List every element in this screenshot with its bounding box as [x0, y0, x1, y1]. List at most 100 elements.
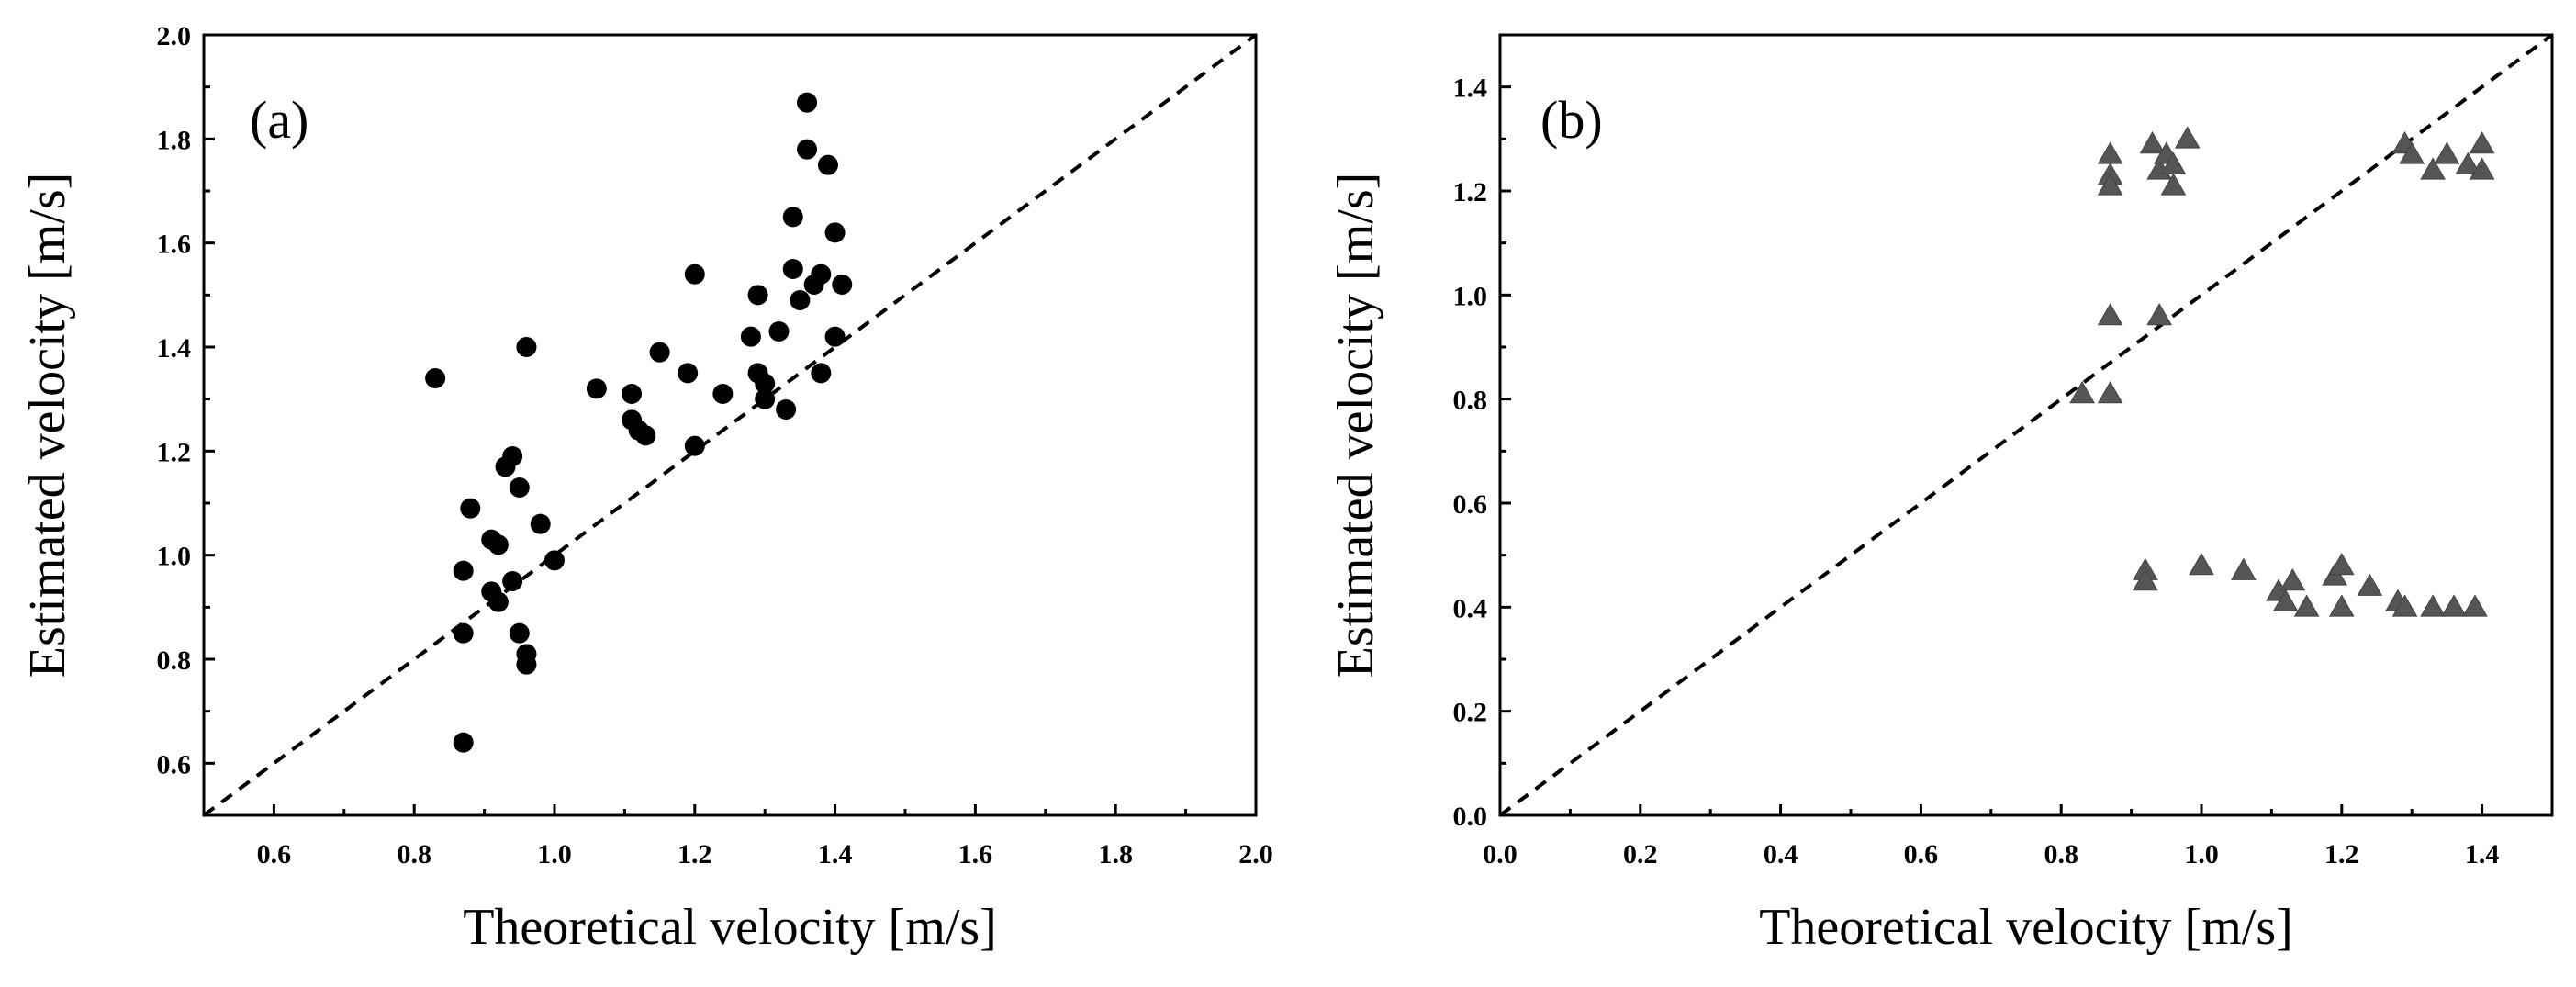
data-point — [2462, 594, 2488, 617]
data-point — [2174, 126, 2201, 149]
data-point — [2469, 157, 2495, 180]
data-point — [776, 399, 797, 420]
data-point — [790, 290, 811, 310]
data-point — [425, 368, 446, 388]
reference-line — [202, 33, 1258, 817]
data-point — [2469, 130, 2495, 154]
data-point — [453, 622, 474, 644]
data-point — [678, 363, 699, 384]
data-point — [768, 321, 790, 342]
data-point — [509, 477, 530, 498]
data-point — [811, 264, 832, 285]
x-tick-label: 0.6 — [1904, 839, 1939, 869]
x-tick-label: 1.0 — [2184, 839, 2219, 869]
data-point — [2441, 594, 2467, 617]
x-tick-label: 1.4 — [2465, 839, 2500, 869]
data-point — [2189, 552, 2214, 576]
data-point — [755, 373, 776, 394]
data-point — [712, 384, 734, 404]
data-point — [2139, 130, 2166, 154]
x-tick-label: 0.0 — [1483, 839, 1518, 869]
data-point — [2391, 594, 2418, 617]
x-tick-label: 0.8 — [2044, 839, 2078, 869]
chart-panel-b: 0.0 0.2 0.4 0.6 0.8 1.0 1.2 1.4 0.0 0.2 0.4 0.6 0.8 1… — [1327, 33, 2554, 956]
data-point — [509, 622, 530, 644]
data-point — [2133, 567, 2158, 591]
data-point — [2455, 151, 2481, 174]
data-point — [782, 259, 803, 279]
data-point — [2272, 589, 2299, 611]
data-point — [2399, 141, 2425, 164]
y-tick-label: 1.4 — [1453, 73, 1488, 104]
y-tick-label: 0.8 — [157, 645, 192, 676]
panel-label: (b) — [1540, 90, 1603, 150]
data-point — [530, 513, 551, 534]
data-point — [684, 435, 705, 456]
data-point — [782, 207, 803, 228]
x-tick-label: 1.8 — [1098, 839, 1133, 869]
data-point — [487, 534, 509, 555]
data-point — [2097, 173, 2123, 196]
data-point — [2328, 552, 2355, 576]
y-tick-label: 1.0 — [157, 542, 192, 572]
data-point — [460, 498, 481, 519]
x-tick-label: 1.2 — [678, 839, 712, 869]
y-tick-label: 1.0 — [1453, 281, 1488, 311]
y-tick-label: 0.6 — [1453, 489, 1488, 520]
data-point — [2328, 594, 2355, 617]
x-tick-label: 1.6 — [958, 839, 993, 869]
y-tick-label: 0.4 — [1453, 593, 1488, 623]
x-tick-label: 0.6 — [257, 839, 292, 869]
data-point — [2146, 302, 2173, 326]
plot-frame — [1498, 33, 2554, 817]
data-point — [2097, 380, 2123, 404]
data-point — [832, 275, 853, 295]
data-point — [453, 560, 474, 581]
x-tick-label: 1.2 — [2324, 839, 2359, 869]
data-point — [2434, 141, 2460, 164]
data-point — [2097, 141, 2123, 164]
y-tick-label: 1.4 — [157, 333, 192, 364]
data-point — [453, 732, 474, 753]
x-axis-title: Theoretical velocity [m/s] — [463, 899, 997, 956]
data-point — [502, 571, 523, 591]
data-point — [635, 425, 656, 446]
data-point — [2279, 567, 2306, 591]
data-point — [649, 342, 670, 363]
x-axis-title: Theoretical velocity [m/s] — [1759, 899, 2293, 956]
plot-frame — [202, 33, 1258, 817]
data-point — [516, 654, 537, 675]
data-point — [797, 92, 818, 113]
y-tick-label: 1.2 — [1453, 177, 1488, 207]
y-tick-label: 0.8 — [1453, 386, 1488, 416]
y-tick-label: 1.6 — [157, 230, 192, 260]
data-point — [2357, 573, 2383, 596]
x-tick-label: 0.8 — [397, 839, 431, 869]
data-point — [586, 378, 607, 399]
data-point — [2420, 594, 2446, 617]
y-axis-title: Estimated velocity [m/s] — [1327, 173, 1384, 679]
y-tick-label: 1.2 — [157, 437, 192, 467]
data-point — [2097, 302, 2123, 326]
y-tick-label: 0.6 — [157, 749, 192, 780]
y-tick-label: 0.0 — [1453, 802, 1488, 832]
x-tick-label: 0.2 — [1623, 839, 1658, 869]
data-point — [747, 285, 768, 306]
data-point — [824, 326, 846, 347]
data-point — [622, 384, 643, 404]
y-tick-label: 0.2 — [1453, 698, 1488, 728]
x-tick-label: 1.4 — [818, 839, 853, 869]
x-tick-label: 2.0 — [1238, 839, 1273, 869]
data-point — [2293, 594, 2320, 617]
data-point — [2160, 173, 2187, 196]
data-point — [516, 337, 537, 357]
data-point — [502, 446, 523, 466]
y-axis-title: Estimated velocity [m/s] — [19, 173, 76, 679]
data-point — [487, 591, 509, 612]
data-point — [544, 550, 565, 571]
x-tick-label: 1.0 — [537, 839, 572, 869]
data-point — [740, 326, 761, 347]
data-point — [684, 264, 705, 285]
data-point — [797, 139, 818, 160]
